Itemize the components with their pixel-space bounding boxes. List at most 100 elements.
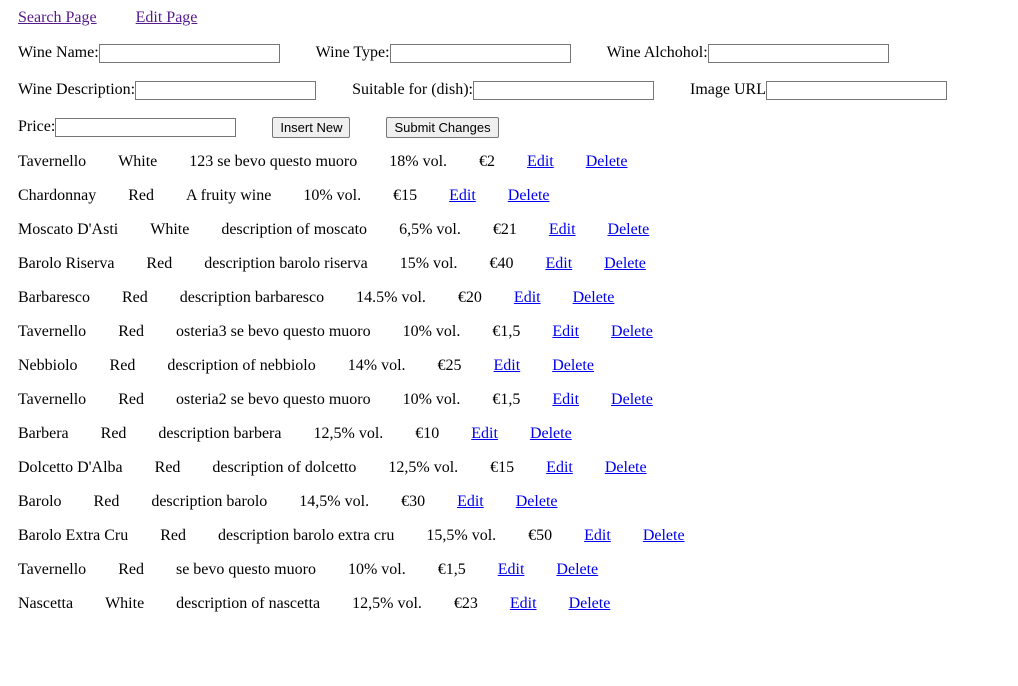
delete-link[interactable]: Delete [642, 527, 685, 544]
delete-link[interactable]: Delete [515, 493, 558, 510]
wine-type: White [105, 595, 145, 612]
wine-row: Barbaresco Red description barbaresco 14.5%… [18, 287, 717, 321]
delete-link[interactable]: Delete [556, 561, 599, 578]
wine-row: Barbera Red description barbera 12,5% vol. €… [18, 423, 717, 457]
delete-link[interactable]: Delete [552, 357, 594, 374]
price-input[interactable] [55, 117, 237, 137]
delete-link[interactable]: Delete [507, 187, 550, 204]
edit-link[interactable]: Edit [497, 561, 525, 578]
edit-link[interactable]: Edit [457, 493, 484, 510]
wine-name: Tavernello [18, 153, 87, 170]
wine-alcohol: 10% vol. [402, 391, 461, 408]
wine-description: 123 se bevo questo muoro [189, 153, 358, 170]
delete-link[interactable]: Delete [572, 289, 615, 306]
insert-new-button[interactable]: Insert New [272, 116, 351, 138]
delete-link[interactable]: Delete [529, 425, 572, 442]
wine-price: €20 [457, 289, 482, 306]
wine-price: €21 [492, 221, 517, 238]
edit-link[interactable]: Edit [548, 221, 576, 238]
wine-alcohol-field: Wine Alchohol: [607, 43, 889, 63]
delete-link[interactable]: Delete [611, 323, 653, 340]
wine-row: Moscato D'Asti White description of moscat… [18, 219, 717, 253]
edit-link[interactable]: Edit [552, 323, 580, 340]
wine-type: Red [121, 289, 148, 306]
wine-row: Barolo Extra Cru Red description barolo ex… [18, 525, 717, 559]
wine-price: €1,5 [492, 391, 521, 408]
wine-type: Red [118, 391, 144, 408]
top-nav: Search Page Edit Page [18, 9, 232, 27]
delete-link[interactable]: Delete [568, 595, 611, 612]
delete-link[interactable]: Delete [604, 459, 647, 476]
image-url-input[interactable] [765, 80, 947, 100]
edit-link[interactable]: Edit [471, 425, 498, 442]
suitable-dish-input[interactable] [472, 80, 654, 100]
delete-link[interactable]: Delete [607, 221, 650, 238]
suitable-dish-label: Suitable for (dish): [352, 81, 473, 98]
wine-description: description barbera [158, 425, 282, 442]
wine-name: Barbera [18, 425, 69, 442]
wine-type: Red [100, 425, 127, 442]
wine-type-input[interactable] [389, 43, 571, 63]
wine-row: Tavernello Red se bevo questo muoro 10% vol… [18, 559, 717, 593]
wine-alcohol: 6,5% vol. [399, 221, 461, 238]
wine-name: Barolo [18, 493, 62, 510]
wine-description: A fruity wine [185, 187, 272, 204]
edit-link[interactable]: Edit [546, 459, 573, 476]
wine-name: Barbaresco [18, 289, 90, 306]
wine-name: Moscato D'Asti [18, 221, 119, 238]
image-url-label: Image URL [689, 81, 766, 98]
search-page-link[interactable]: Search Page [18, 9, 97, 26]
edit-link[interactable]: Edit [545, 255, 573, 272]
wine-description: description of nascetta [176, 595, 321, 612]
wine-row: Barolo Red description barolo 14,5% vol. €30… [18, 491, 717, 525]
wine-name: Nascetta [18, 595, 74, 612]
form-row-3: Price: Insert New Submit Changes [18, 116, 535, 138]
wine-row: Tavernello Red osteria2 se bevo questo muo… [18, 389, 717, 423]
wine-description: description barolo extra cru [217, 527, 395, 544]
edit-link[interactable]: Edit [513, 289, 541, 306]
edit-link[interactable]: Edit [493, 357, 521, 374]
wine-alcohol: 14.5% vol. [356, 289, 426, 306]
wine-row: Chardonnay Red A fruity wine 10% vol. €15 Edi… [18, 185, 717, 219]
wine-price: €1,5 [492, 323, 521, 340]
edit-link[interactable]: Edit [552, 391, 580, 408]
wine-name: Nebbiolo [18, 357, 78, 374]
form-row-1: Wine Name: Wine Type: Wine Alchohol: [18, 42, 925, 64]
wine-row: Tavernello White 123 se bevo questo muoro 1… [18, 151, 717, 185]
form-row-2: Wine Description: Suitable for (dish): I… [18, 79, 983, 101]
edit-page-link[interactable]: Edit Page [135, 9, 198, 26]
wine-name-input[interactable] [98, 43, 280, 63]
wine-price: €30 [401, 493, 426, 510]
wine-description-input[interactable] [135, 80, 317, 100]
wine-row: Dolcetto D'Alba Red description of dolcett… [18, 457, 717, 491]
wine-price: €25 [437, 357, 462, 374]
edit-link[interactable]: Edit [584, 527, 611, 544]
price-label: Price: [18, 118, 56, 135]
delete-link[interactable]: Delete [585, 153, 628, 170]
wine-description: description barbaresco [179, 289, 325, 306]
wine-row: Tavernello Red osteria3 se bevo questo muo… [18, 321, 717, 355]
wine-alcohol: 10% vol. [303, 187, 362, 204]
wine-description: description barolo riserva [204, 255, 368, 272]
edit-link[interactable]: Edit [509, 595, 537, 612]
wine-name: Dolcetto D'Alba [18, 459, 123, 476]
wine-description: description of nebbiolo [167, 357, 316, 374]
delete-link[interactable]: Delete [611, 391, 653, 408]
edit-link[interactable]: Edit [449, 187, 476, 204]
wine-price: €10 [415, 425, 440, 442]
wine-price: €2 [479, 153, 496, 170]
wine-description: osteria3 se bevo questo muoro [175, 323, 371, 340]
wine-alcohol: 14,5% vol. [299, 493, 370, 510]
wine-alcohol: 12,5% vol. [313, 425, 384, 442]
wine-alcohol: 15,5% vol. [426, 527, 497, 544]
delete-link[interactable]: Delete [604, 255, 646, 272]
wine-name: Tavernello [18, 561, 87, 578]
wine-alcohol: 14% vol. [347, 357, 406, 374]
submit-changes-button[interactable]: Submit Changes [386, 116, 499, 138]
wine-alcohol-input[interactable] [707, 43, 889, 63]
wine-price: €50 [528, 527, 553, 544]
wine-type: Red [118, 561, 144, 578]
wine-alcohol: 12,5% vol. [388, 459, 459, 476]
price-field: Price: [18, 117, 237, 137]
edit-link[interactable]: Edit [527, 153, 554, 170]
